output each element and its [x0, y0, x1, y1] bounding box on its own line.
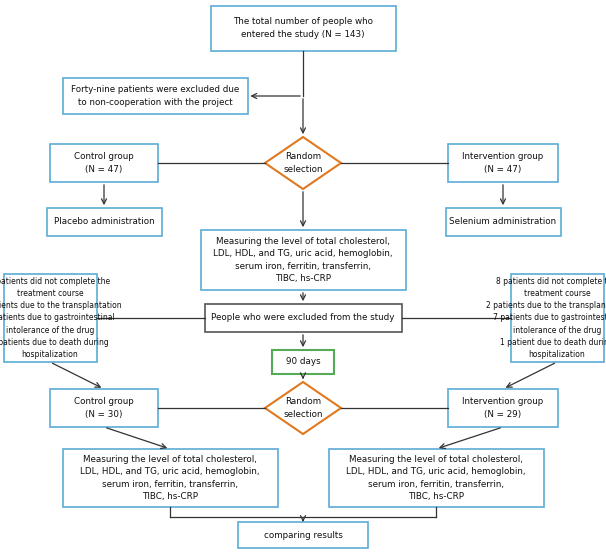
Text: Control group
(N = 30): Control group (N = 30) — [74, 397, 134, 418]
Text: Forty-nine patients were excluded due
to non-cooperation with the project: Forty-nine patients were excluded due to… — [71, 85, 239, 107]
Text: Intervention group
(N = 47): Intervention group (N = 47) — [462, 153, 544, 174]
Text: Selenium administration: Selenium administration — [450, 218, 556, 226]
Bar — [510, 274, 604, 362]
Bar — [328, 449, 544, 507]
Text: comparing results: comparing results — [264, 531, 342, 539]
Bar — [47, 208, 162, 236]
Bar — [445, 208, 561, 236]
Text: Placebo administration: Placebo administration — [54, 218, 155, 226]
Text: 8 patients did not complete the
treatment course
2 patients due to the transplan: 8 patients did not complete the treatmen… — [486, 277, 606, 359]
Polygon shape — [265, 137, 341, 189]
Text: 8 patients did not complete the
treatment course
3 patients due to the transplan: 8 patients did not complete the treatmen… — [0, 277, 121, 359]
Text: 90 days: 90 days — [285, 357, 321, 366]
Bar — [201, 230, 405, 290]
Bar — [448, 144, 558, 182]
Bar — [4, 274, 96, 362]
Text: Intervention group
(N = 29): Intervention group (N = 29) — [462, 397, 544, 418]
Text: Random
selection: Random selection — [283, 397, 323, 418]
Bar — [238, 522, 368, 548]
Bar — [210, 6, 396, 51]
Text: Random
selection: Random selection — [283, 153, 323, 174]
Bar — [62, 78, 247, 114]
Polygon shape — [265, 382, 341, 434]
Text: Measuring the level of total cholesterol,
LDL, HDL, and TG, uric acid, hemoglobi: Measuring the level of total cholesterol… — [346, 455, 526, 501]
Bar — [50, 144, 158, 182]
Text: Measuring the level of total cholesterol,
LDL, HDL, and TG, uric acid, hemoglobi: Measuring the level of total cholesterol… — [213, 238, 393, 282]
Bar — [204, 304, 402, 332]
Text: The total number of people who
entered the study (N = 143): The total number of people who entered t… — [233, 17, 373, 39]
Text: Control group
(N = 47): Control group (N = 47) — [74, 153, 134, 174]
Bar — [50, 389, 158, 427]
Text: Measuring the level of total cholesterol,
LDL, HDL, and TG, uric acid, hemoglobi: Measuring the level of total cholesterol… — [80, 455, 260, 501]
Bar — [272, 350, 334, 374]
Bar — [62, 449, 278, 507]
Text: People who were excluded from the study: People who were excluded from the study — [211, 314, 395, 322]
Bar — [448, 389, 558, 427]
